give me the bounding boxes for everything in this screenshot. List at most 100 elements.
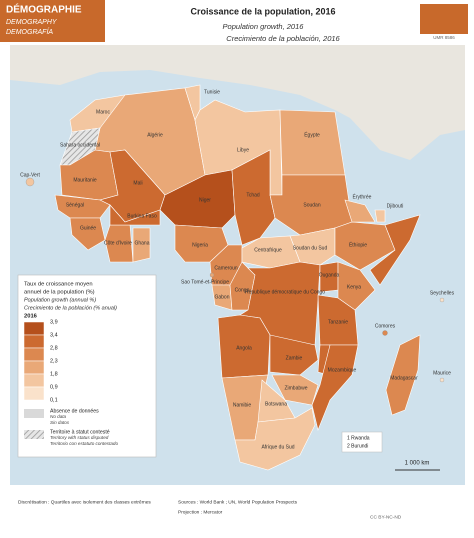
eurasia-land [10,45,465,160]
country-label: Soudan du Sud [293,245,328,251]
country [279,109,346,176]
nodata-label-en: No data [50,414,67,419]
country-label: Égypte [304,131,320,138]
country-label: Djibouti [387,203,404,209]
footer-method: Discrétisation : Quartiles avec isolemen… [18,499,151,505]
country-label: Cameroun [214,265,238,271]
country-label: Ouganda [319,272,340,278]
logo-box [420,4,468,34]
country-label: Mozambique [328,367,357,373]
legend-swatch [23,321,45,336]
legend-swatch [23,334,45,349]
header-tag-en: DEMOGRAPHY [6,19,58,26]
country-label: Gabon [214,294,229,300]
country-label: Comores [375,323,396,329]
legend-break: 1,8 [50,371,58,377]
country-label: Zimbabwe [284,385,307,391]
legend-break: 0,1 [50,397,58,403]
country-label: République démocratique du Congo [245,289,325,295]
legend-title-es: Crecimiento de la población (% anual) [24,305,117,311]
legend-year: 2016 [24,314,38,320]
country [69,217,106,251]
country-label: Mauritanie [73,177,97,183]
legend-title: annuel de la population (%) [24,290,95,296]
country-label: Sénégal [66,202,84,208]
country-label: Soudan [303,202,320,208]
title-es: Crecimiento de la población, 2016 [226,34,340,43]
country-label: Sao Tomé-et-Principe [181,279,229,285]
country [317,294,359,346]
legend-swatch [23,347,45,362]
country-island [439,297,445,303]
country [311,344,359,431]
country-label: Madagascar [390,375,418,381]
country-label: Ghana [134,240,149,246]
country-label: Mali [133,180,142,186]
nodata-label: Absence de données [50,408,99,414]
country-label: Niger [199,197,211,203]
disputed-label-es: Territorio con estatuto contestado [50,441,118,446]
legend-classes: 3,9 3,4 2,8 2,3 1,8 0,9 0,1 [23,319,58,403]
nodata-swatch [24,409,44,418]
country [234,407,316,471]
country [369,214,421,286]
country-label: Burkina Faso [127,213,157,219]
country [385,334,421,416]
legend: Taux de croissance moyen annuel de la po… [17,274,157,458]
country-label: Libye [237,147,249,153]
country-label: Congo [235,287,250,293]
country [344,199,376,223]
country [132,227,151,263]
country-island [25,177,35,187]
country-label: Angola [236,345,252,351]
country [269,334,319,376]
country-label: Zambie [286,355,303,361]
country-label: Cap-Vert [20,172,40,178]
country-label: Maroc [96,109,110,115]
country-label: Nigeria [192,242,208,248]
country [374,209,386,223]
country-island [382,330,388,336]
country-label: Guinée [80,225,96,231]
logo-text: UMR 8586 [433,35,455,40]
legend-break: 3,4 [50,332,58,338]
country-label: Tunisie [204,89,220,95]
note: 2 Burundi [347,443,368,449]
country-label: Kenya [347,284,361,290]
legend-title-en: Population growth (annual %) [24,297,96,303]
country-label: Botswana [265,401,287,407]
country-label: Éthiopie [349,241,367,248]
country-island [439,377,445,383]
country-label: Centrafrique [254,247,282,253]
country-label: Tanzanie [328,319,348,325]
disputed-label-en: Territory with status disputed [50,435,109,440]
country-label: Afrique du Sud [261,444,294,450]
disputed-swatch [24,430,44,439]
country-island [209,272,215,278]
note: 1 Rwanda [347,435,370,441]
nodata-label-es: Sin datos [50,420,70,425]
legend-break: 3,9 [50,319,58,325]
country-label: Maurice [433,370,451,376]
disputed-label: Territoire à statut contesté [50,429,110,435]
country [337,261,376,311]
country [109,204,161,226]
country-label: Algérie [147,132,163,138]
legend-swatch [23,373,45,388]
header-tag-es: DEMOGRAFÍA [6,27,53,36]
header-tag-box [0,0,105,42]
footer-license: CC BY-NC-ND [370,514,402,520]
country-label: Tchad [246,192,260,198]
countries [25,84,445,471]
title: Croissance de la population, 2016 [190,6,335,16]
footer-sources: Sources : World Bank ; UN, World Populat… [178,499,298,505]
scale-label: 1 000 km [405,461,430,467]
country [159,169,236,229]
notes-box [341,431,383,453]
country [271,374,319,406]
country-label: Sahara occidental [60,142,100,148]
country-label: Côte d'Ivoire [104,240,132,246]
legend-break: 2,8 [50,345,58,351]
country [231,149,276,246]
